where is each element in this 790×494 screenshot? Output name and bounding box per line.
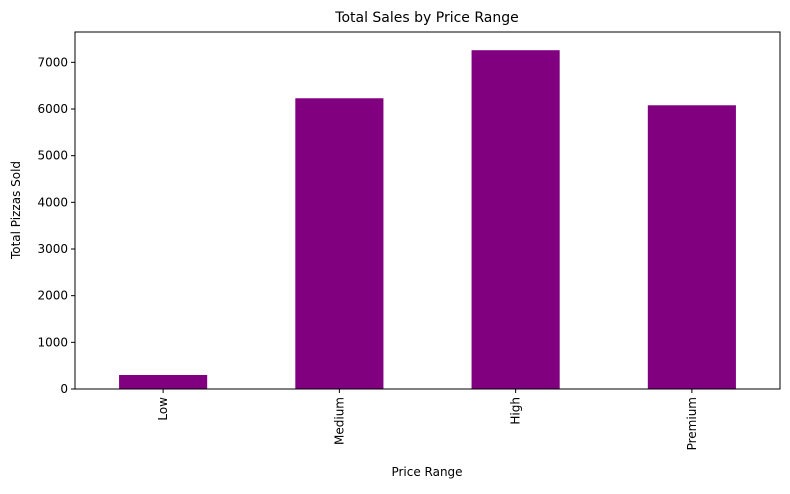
- bar-medium: [295, 98, 383, 389]
- y-tick-label: 7000: [37, 55, 68, 69]
- x-axis-label: Price Range: [391, 465, 462, 479]
- x-tick-label-low: Low: [156, 397, 170, 421]
- y-tick-label: 4000: [37, 195, 68, 209]
- y-tick-label: 6000: [37, 102, 68, 116]
- x-tick-label-premium: Premium: [685, 397, 699, 450]
- bar-low: [119, 375, 207, 389]
- bars-layer: [119, 50, 736, 389]
- chart-title: Total Sales by Price Range: [334, 10, 518, 26]
- y-tick-label: 1000: [37, 335, 68, 349]
- x-tick-label-high: High: [509, 397, 523, 425]
- x-axis-ticks: Low Medium High Premium: [156, 389, 699, 450]
- y-tick-label: 2000: [37, 289, 68, 303]
- y-tick-label: 3000: [37, 242, 68, 256]
- y-tick-label: 5000: [37, 149, 68, 163]
- bar-premium: [648, 105, 736, 389]
- x-tick-label-medium: Medium: [332, 397, 346, 445]
- bar-high: [472, 50, 560, 389]
- y-axis-ticks: 0 1000 2000 3000 4000 5000 6000 7000: [37, 55, 75, 396]
- y-axis-label: Total Pizzas Sold: [9, 161, 23, 260]
- y-tick-label: 0: [60, 382, 68, 396]
